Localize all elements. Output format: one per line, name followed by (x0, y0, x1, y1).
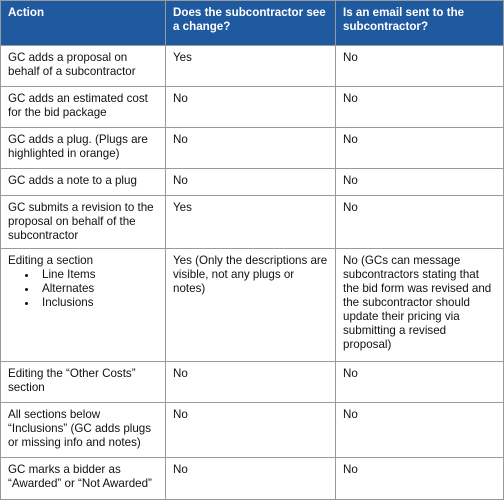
email-cell: No (335, 402, 504, 458)
action-text: GC adds a plug. (Plugs are highlighted i… (8, 133, 148, 160)
email-cell: No (335, 45, 504, 87)
table-row: GC marks a bidder as “Awarded” or “Not A… (0, 457, 504, 500)
header-cell: Is an email sent to the subcontractor? (335, 0, 504, 46)
sees-cell: Yes (165, 195, 336, 249)
email-cell: No (335, 457, 504, 500)
table-row: GC adds a proposal on behalf of a subcon… (0, 45, 504, 87)
action-cell: GC submits a revision to the proposal on… (0, 195, 166, 249)
table-row: Editing the “Other Costs” section No No (0, 361, 504, 403)
table-row: GC adds a note to a plug No No (0, 168, 504, 196)
action-cell: GC adds a proposal on behalf of a subcon… (0, 45, 166, 87)
action-text: All sections below “Inclusions” (GC adds… (8, 408, 152, 449)
table-row: GC submits a revision to the proposal on… (0, 195, 504, 249)
sees-cell: No (165, 402, 336, 458)
action-text: GC adds an estimated cost for the bid pa… (8, 92, 148, 119)
email-cell: No (335, 127, 504, 169)
action-item: Line Items (38, 268, 158, 282)
table-row: All sections below “Inclusions” (GC adds… (0, 402, 504, 458)
email-cell: No (335, 361, 504, 403)
action-text: Editing a section (8, 254, 94, 267)
sees-cell: No (165, 457, 336, 500)
action-cell: Editing a sectionLine ItemsAlternatesInc… (0, 248, 166, 362)
action-text: GC adds a note to a plug (8, 174, 137, 187)
sees-cell: No (165, 168, 336, 196)
action-list: Line ItemsAlternatesInclusions (8, 268, 158, 310)
table-row: GC adds a plug. (Plugs are highlighted i… (0, 127, 504, 169)
table-row: Editing a sectionLine ItemsAlternatesInc… (0, 248, 504, 362)
action-cell: Editing the “Other Costs” section (0, 361, 166, 403)
table-row: GC adds an estimated cost for the bid pa… (0, 86, 504, 128)
email-cell: No (GCs can message subcontractors stati… (335, 248, 504, 362)
email-cell: No (335, 195, 504, 249)
header-cell: Action (0, 0, 166, 46)
action-cell: All sections below “Inclusions” (GC adds… (0, 402, 166, 458)
action-item: Inclusions (38, 296, 158, 310)
action-text: GC submits a revision to the proposal on… (8, 201, 154, 242)
action-cell: GC adds a plug. (Plugs are highlighted i… (0, 127, 166, 169)
email-cell: No (335, 86, 504, 128)
sees-cell: No (165, 86, 336, 128)
action-cell: GC adds a note to a plug (0, 168, 166, 196)
action-text: Editing the “Other Costs” section (8, 367, 136, 394)
action-item: Alternates (38, 282, 158, 296)
sees-cell: Yes (Only the descriptions are visible, … (165, 248, 336, 362)
action-cell: GC marks a bidder as “Awarded” or “Not A… (0, 457, 166, 500)
action-text: GC adds a proposal on behalf of a subcon… (8, 51, 136, 78)
header-cell: Does the subcontractor see a change? (165, 0, 336, 46)
table-body: GC adds a proposal on behalf of a subcon… (0, 45, 504, 500)
email-cell: No (335, 168, 504, 196)
sees-cell: No (165, 127, 336, 169)
action-cell: GC adds an estimated cost for the bid pa… (0, 86, 166, 128)
header-row: Action Does the subcontractor see a chang… (0, 0, 504, 46)
action-text: GC marks a bidder as “Awarded” or “Not A… (8, 463, 152, 490)
sees-cell: No (165, 361, 336, 403)
sees-cell: Yes (165, 45, 336, 87)
